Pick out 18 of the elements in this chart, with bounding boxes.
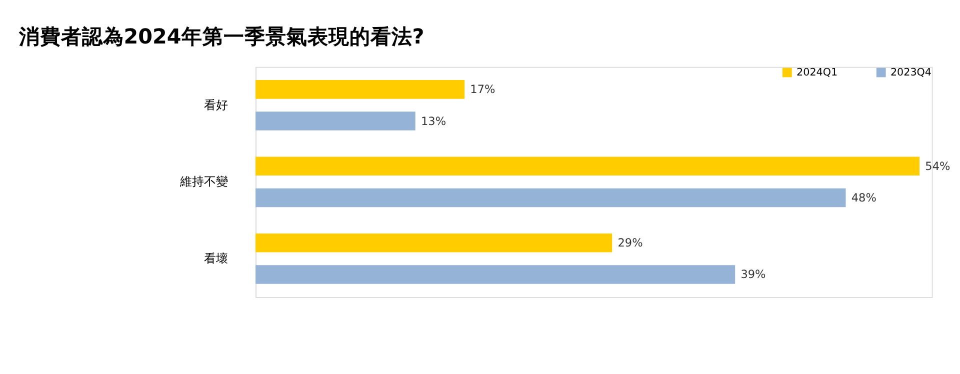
y-tick-label: 看壞 xyxy=(204,251,228,266)
bar xyxy=(256,188,846,208)
data-label: 29% xyxy=(618,236,644,250)
legend-label: 2024Q1 xyxy=(796,66,838,78)
y-tick-label: 維持不變 xyxy=(178,174,228,189)
bar xyxy=(256,233,612,252)
data-label: 54% xyxy=(925,160,950,173)
data-label: 39% xyxy=(740,268,766,282)
bar xyxy=(256,80,465,99)
data-label: 17% xyxy=(470,83,496,96)
chart-title: 消費者認為2024年第一季景氣表現的看法? xyxy=(18,24,424,48)
bar xyxy=(256,112,416,130)
bar xyxy=(256,265,736,284)
y-tick-label: 看好 xyxy=(204,98,228,112)
bar xyxy=(256,156,920,176)
legend-label: 2023Q4 xyxy=(890,66,932,78)
data-label: 13% xyxy=(420,114,446,128)
data-label: 48% xyxy=(851,192,877,205)
